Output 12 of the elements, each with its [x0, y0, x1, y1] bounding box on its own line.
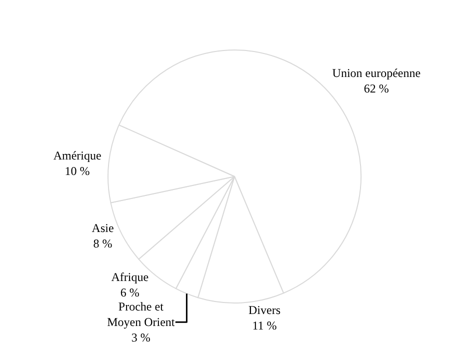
slice-label: Amérique — [53, 148, 102, 162]
slice-label: Union européenne — [332, 66, 421, 80]
slice-label: Proche et Moyen Orient — [107, 300, 176, 330]
data-label: 11 % — [252, 318, 277, 332]
data-label: 62 % — [364, 82, 389, 96]
data-label: 3 % — [131, 330, 150, 345]
slice-label: Divers — [248, 302, 281, 317]
slice-label: Asie — [92, 220, 114, 235]
data-label: 8 % — [93, 236, 112, 250]
data-label: 6 % — [120, 286, 140, 300]
data-label: 10 % — [64, 164, 90, 178]
slice-label: Afrique — [111, 270, 149, 284]
